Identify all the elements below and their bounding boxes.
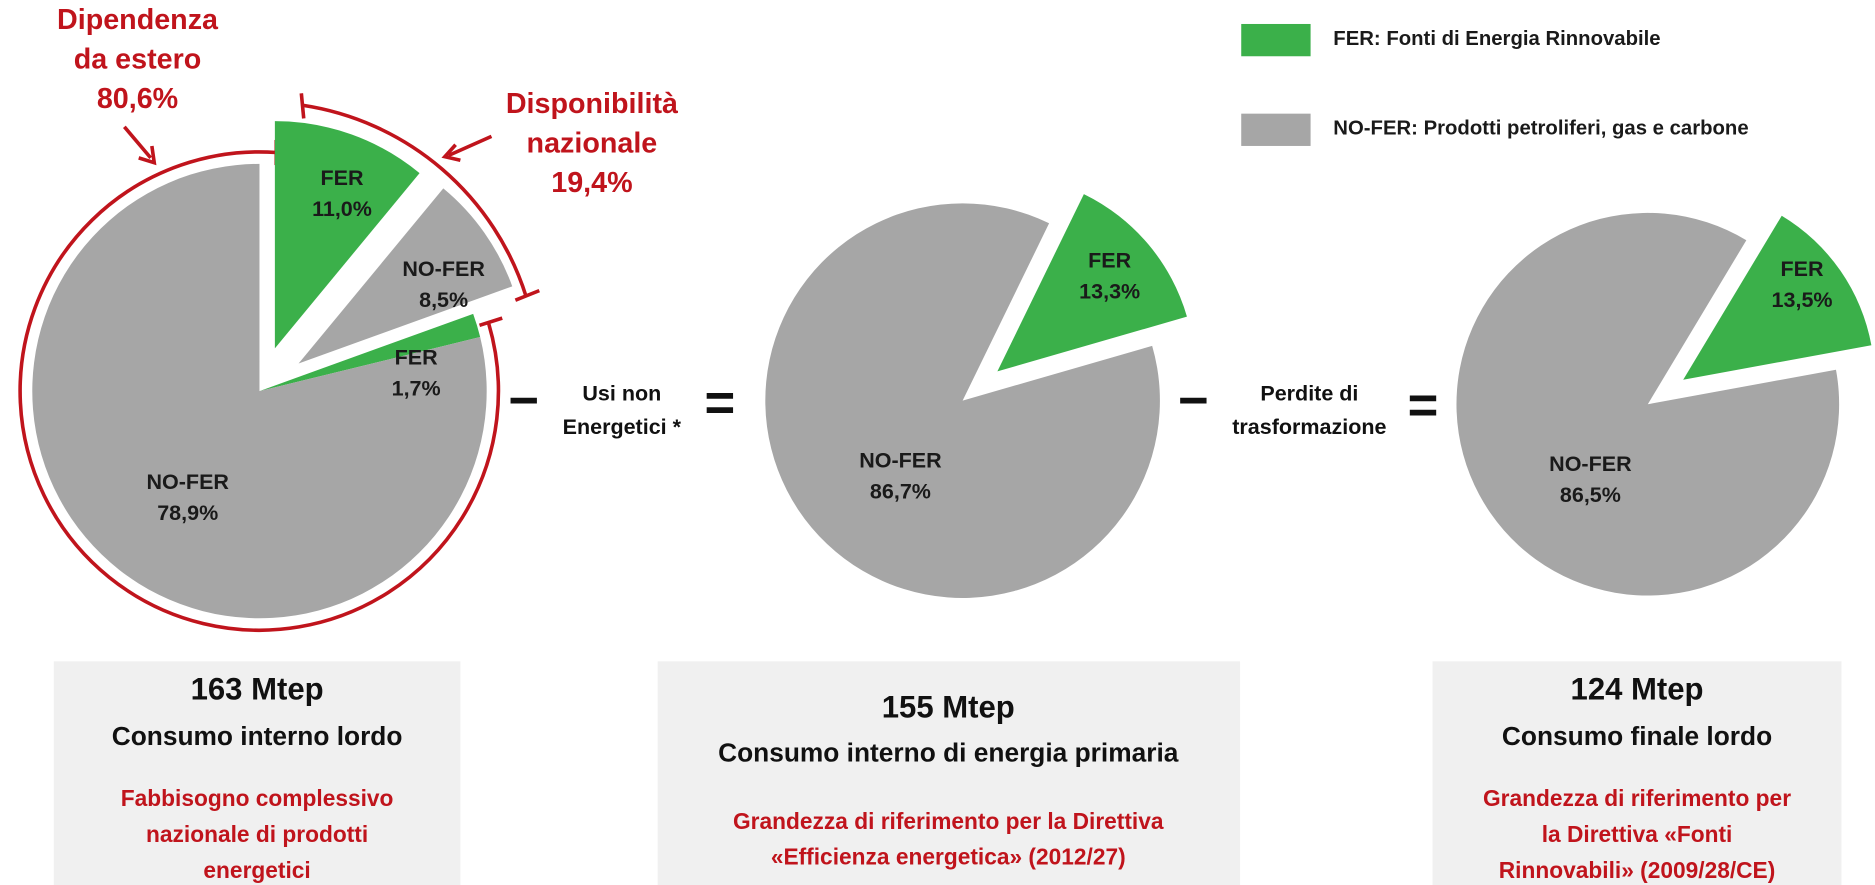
- operator-label: Energetici *: [563, 415, 682, 439]
- slice-category: FER: [1088, 249, 1131, 273]
- slice-category: FER: [1781, 257, 1824, 281]
- annotation: Dipendenza: [57, 4, 219, 36]
- annotation: 19,4%: [551, 167, 632, 199]
- slice-category: NO-FER: [859, 448, 942, 472]
- legend-swatch: [1241, 113, 1311, 146]
- annotation: nazionale: [527, 127, 658, 159]
- bracket-arc: [302, 103, 528, 298]
- slice-value-label: 13,3%: [1079, 280, 1140, 304]
- slice-category: FER: [320, 166, 363, 190]
- slice-category: NO-FER: [402, 257, 485, 281]
- annotation: da estero: [74, 44, 202, 76]
- box-total: 155 Mtep: [882, 689, 1015, 724]
- legend-swatch: [1241, 23, 1311, 57]
- pie-slice: [274, 121, 420, 349]
- pie-slice: [1683, 215, 1872, 380]
- bracket-cap: [514, 288, 540, 302]
- operator: −: [1178, 371, 1209, 430]
- slice-value-label: 8,5%: [419, 288, 468, 312]
- slice-value-label: 13,5%: [1772, 288, 1833, 312]
- box-title: Consumo interno lordo: [112, 721, 403, 751]
- box-total: 124 Mtep: [1571, 671, 1704, 706]
- slice-value-label: 86,5%: [1560, 483, 1621, 507]
- box-background: [657, 661, 1241, 885]
- arrow: [122, 125, 153, 160]
- pie-slice: [298, 188, 513, 364]
- box-background: [1432, 661, 1842, 885]
- box-note: Grandezza di riferimento per la Direttiv…: [733, 808, 1164, 834]
- pie-slice: [997, 194, 1187, 372]
- slice-category: NO-FER: [146, 470, 229, 494]
- bracket-cap: [299, 93, 306, 119]
- operator-label: Usi non: [582, 381, 661, 405]
- box-total: 163 Mtep: [191, 671, 324, 706]
- bracket-arc: [18, 150, 501, 633]
- annotation-brackets: [18, 93, 540, 633]
- slice-value-label: 1,7%: [392, 377, 441, 401]
- legend-label: NO-FER: Prodotti petroliferi, gas e carb…: [1333, 118, 1748, 140]
- annotation: 80,6%: [97, 83, 178, 115]
- legend-label: FER: Fonti di Energia Rinnovabile: [1333, 28, 1660, 50]
- slice-value-label: 86,7%: [870, 479, 931, 503]
- slice-category: FER: [395, 345, 438, 369]
- box-note: «Efficienza energetica» (2012/27): [771, 844, 1126, 870]
- operator-label: Perdite di: [1260, 381, 1358, 405]
- operator-label: trasformazione: [1232, 415, 1386, 439]
- bracket-cap: [478, 316, 503, 328]
- box-note: Rinnovabili» (2009/28/CE): [1499, 857, 1776, 883]
- pie-slice: [1456, 212, 1840, 596]
- slice-value-label: 11,0%: [312, 197, 372, 221]
- operator: =: [704, 374, 735, 433]
- pie-slice: [765, 203, 1160, 598]
- box-note: nazionale di prodotti: [146, 821, 368, 847]
- box-note: Grandezza di riferimento per: [1483, 785, 1791, 811]
- box-note: Fabbisogno complessivo: [121, 785, 394, 811]
- arrow-head: [138, 145, 157, 166]
- annotation: Disponibilità: [506, 88, 679, 120]
- arrow-head: [441, 143, 461, 163]
- box-note: la Direttiva «Fonti: [1542, 821, 1733, 847]
- slice-value-label: 78,9%: [157, 501, 218, 525]
- slice-category: NO-FER: [1549, 452, 1632, 476]
- pie-slice: [259, 313, 481, 392]
- box-title: Consumo interno di energia primaria: [718, 738, 1179, 768]
- box-title: Consumo finale lordo: [1502, 721, 1772, 751]
- box-note: energetici: [203, 857, 310, 883]
- operator: =: [1408, 376, 1439, 435]
- pie-slice: [32, 163, 487, 619]
- arrow: [447, 134, 493, 158]
- box-background: [53, 661, 461, 885]
- operator: −: [508, 371, 539, 430]
